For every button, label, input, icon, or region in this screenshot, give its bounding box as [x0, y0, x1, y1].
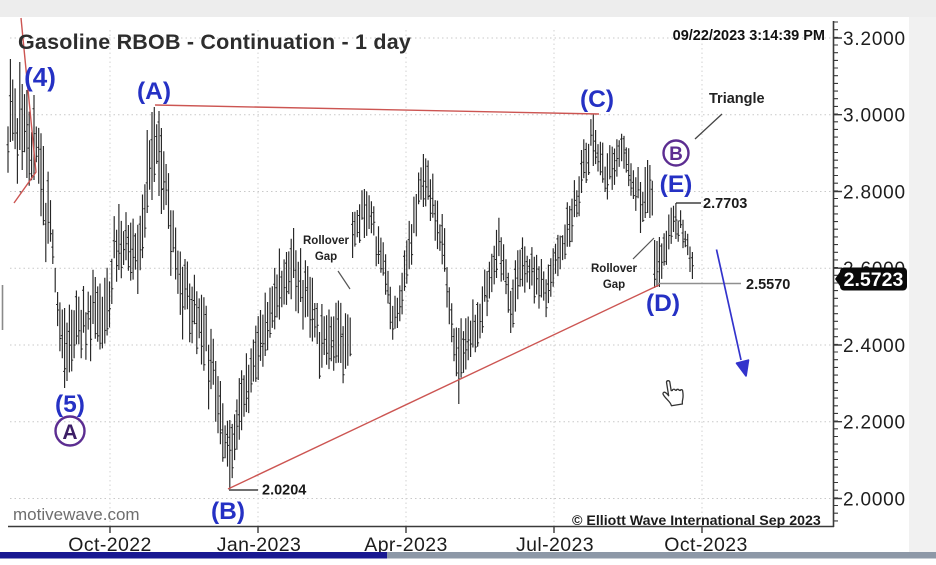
svg-text:Rollover: Rollover: [303, 235, 350, 247]
svg-text:(B): (B): [211, 498, 245, 525]
svg-text:2.0000: 2.0000: [843, 490, 906, 511]
svg-text:Oct-2022: Oct-2022: [68, 534, 151, 556]
svg-text:(4): (4): [24, 62, 56, 92]
svg-text:Jul-2023: Jul-2023: [516, 534, 594, 556]
svg-text:Oct-2023: Oct-2023: [664, 534, 747, 556]
svg-text:(D): (D): [646, 290, 680, 317]
svg-text:2.8000: 2.8000: [843, 183, 906, 204]
svg-text:2.7703: 2.7703: [703, 196, 747, 212]
svg-text:2.2000: 2.2000: [843, 413, 906, 434]
svg-text:2.0204: 2.0204: [262, 483, 306, 499]
svg-text:2.4000: 2.4000: [843, 336, 906, 357]
svg-text:Triangle: Triangle: [709, 91, 765, 107]
svg-text:3.2000: 3.2000: [843, 29, 906, 50]
svg-text:2.5723: 2.5723: [844, 269, 904, 291]
svg-text:A: A: [62, 421, 77, 444]
svg-text:(5): (5): [55, 391, 85, 418]
svg-text:09/22/2023 3:14:39 PM: 09/22/2023 3:14:39 PM: [673, 28, 825, 44]
svg-text:© Elliott Wave International S: © Elliott Wave International Sep 2023: [572, 513, 821, 529]
svg-text:(A): (A): [137, 78, 171, 105]
svg-text:3.0000: 3.0000: [843, 106, 906, 127]
svg-text:(E): (E): [660, 171, 693, 198]
svg-text:B: B: [669, 144, 683, 165]
svg-text:2.5570: 2.5570: [746, 277, 790, 293]
svg-text:Gasoline RBOB - Continuation -: Gasoline RBOB - Continuation - 1 day: [18, 30, 411, 54]
svg-text:(C): (C): [580, 86, 614, 113]
svg-text:motivewave.com: motivewave.com: [13, 505, 140, 524]
svg-text:Gap: Gap: [603, 279, 625, 291]
svg-text:Rollover: Rollover: [591, 263, 638, 275]
svg-text:Apr-2023: Apr-2023: [364, 534, 447, 556]
svg-text:Jan-2023: Jan-2023: [217, 534, 302, 556]
svg-text:Gap: Gap: [315, 251, 337, 263]
